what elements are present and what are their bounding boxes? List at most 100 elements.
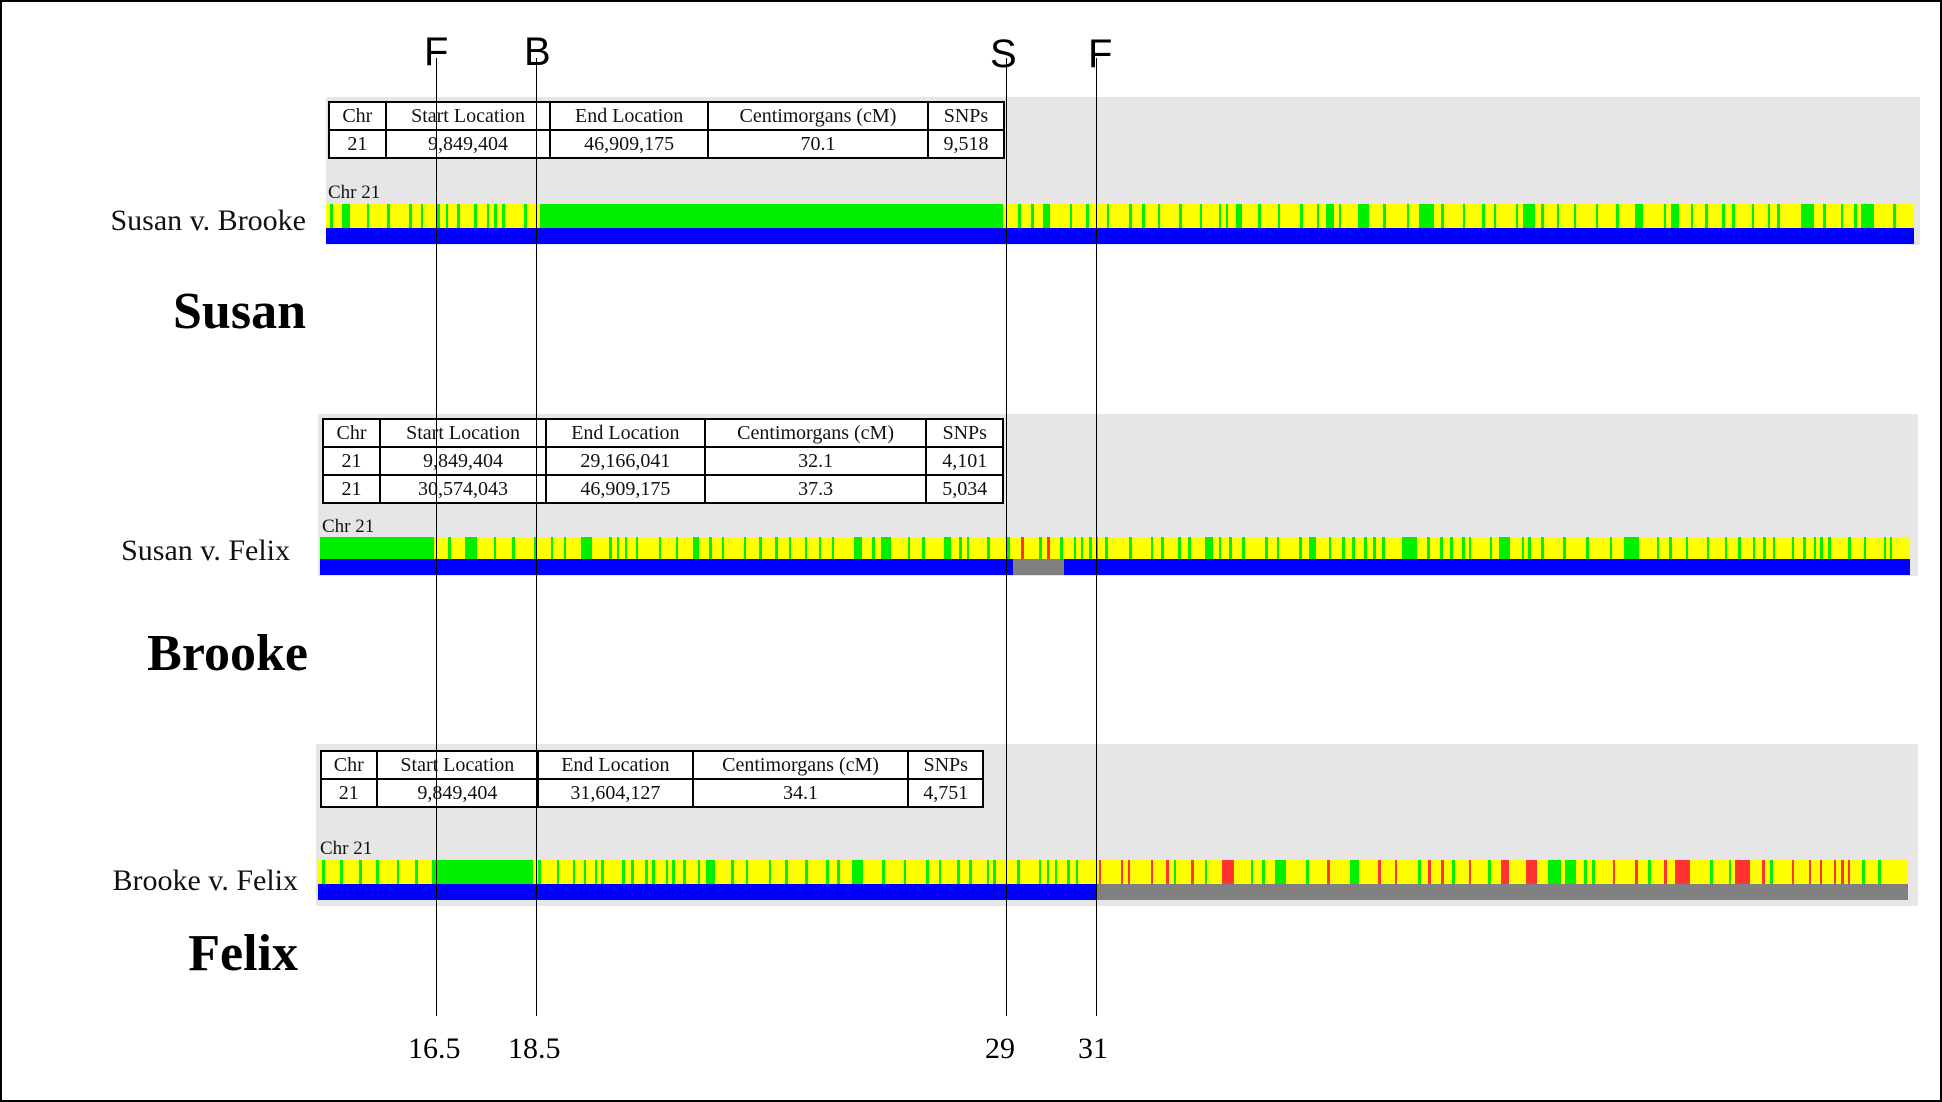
snp-stripe [1339, 204, 1341, 228]
snp-stripe [1803, 537, 1806, 561]
snp-stripe [1469, 860, 1471, 884]
snp-stripe [1463, 204, 1465, 228]
snp-stripe [789, 537, 791, 561]
snp-stripe [1419, 204, 1434, 228]
snp-stripe [1565, 860, 1576, 884]
person-name: Brooke [147, 625, 308, 682]
snp-stripe [1129, 537, 1132, 561]
snp-stripe [1017, 860, 1020, 884]
snp-stripe [367, 204, 369, 228]
snp-stripe [1043, 204, 1050, 228]
snp-stripe [854, 537, 862, 561]
snp-stripe [1142, 204, 1145, 228]
cell-start: 30,574,043 [379, 474, 548, 504]
snp-stripe [1482, 204, 1485, 228]
snp-stripe [1151, 860, 1153, 884]
col-chr: Chr [321, 418, 382, 448]
marker-letter: F [1088, 32, 1113, 76]
snp-stripe [1229, 537, 1232, 561]
snp-stripe [1277, 537, 1279, 561]
snp-stripe [1151, 537, 1153, 561]
table-header-row: Chr Start Location End Location Centimor… [321, 418, 1004, 448]
snp-stripe [987, 537, 990, 561]
cell-snps: 9,518 [926, 129, 1006, 159]
snp-stripe [1710, 860, 1713, 884]
snp-stripe [1735, 860, 1750, 884]
col-start: Start Location [375, 750, 540, 780]
snp-stripe [1777, 204, 1780, 228]
snp-stripe [1773, 537, 1775, 561]
snp-stripe [1738, 537, 1741, 561]
position-label: 31 [1078, 1032, 1108, 1065]
snp-stripe [1427, 537, 1430, 561]
snp-stripe [676, 537, 678, 561]
snp-stripe [1864, 537, 1866, 561]
snp-stripe [636, 537, 638, 561]
snp-stripe [1219, 204, 1221, 228]
cell-snps: 4,101 [925, 446, 1004, 476]
snp-stripe [1768, 204, 1770, 228]
snp-stripe [1848, 537, 1851, 561]
snp-stripe [1191, 860, 1194, 884]
table-header-row: Chr Start Location End Location Centimor… [328, 101, 1006, 131]
snp-stripe [1494, 204, 1496, 228]
snp-stripe [494, 537, 496, 561]
snp-stripe [1732, 204, 1735, 228]
snp-stripe [487, 204, 489, 228]
snp-stripe [1616, 204, 1619, 228]
snp-stripe [1441, 860, 1444, 884]
snp-stripe [617, 537, 619, 561]
snp-stripe [564, 537, 566, 561]
marker-line-16-5 [436, 58, 437, 1016]
col-start: Start Location [379, 418, 548, 448]
snp-stripe [1752, 204, 1754, 228]
cell-cm: 34.1 [691, 778, 910, 808]
snp-stripe [1306, 860, 1309, 884]
snp-stripe [1086, 204, 1089, 228]
position-label: 18.5 [508, 1032, 561, 1065]
snp-stripe [1174, 860, 1176, 884]
snp-stripe [595, 860, 597, 884]
snp-stripe [1275, 860, 1286, 884]
snp-stripe [573, 860, 575, 884]
snp-stripe [1350, 860, 1359, 884]
snp-stripe [1128, 860, 1130, 884]
snp-stripe [1179, 204, 1182, 228]
snp-stripe [1309, 537, 1316, 561]
snp-stripe [551, 537, 553, 561]
snp-stripe [1105, 537, 1108, 561]
snp-stripe [584, 860, 586, 884]
snp-stripe [1722, 204, 1725, 228]
snp-stripe [1526, 860, 1537, 884]
snp-stripe [969, 860, 972, 884]
snp-stripe [1428, 860, 1431, 884]
snp-stripe [557, 860, 559, 884]
snp-stripe [342, 204, 350, 228]
snp-stripe [1522, 537, 1524, 561]
snp-stripe [1686, 537, 1688, 561]
match-block [540, 204, 1001, 228]
snp-stripe [330, 204, 333, 228]
snp-stripe [1548, 860, 1561, 884]
match-table-brooke-felix: Chr Start Location End Location Centimor… [320, 750, 984, 808]
col-start: Start Location [384, 101, 552, 131]
match-block [432, 860, 533, 884]
snp-stripe [387, 204, 390, 228]
snp-stripe [1809, 860, 1811, 884]
snp-stripe [1820, 537, 1823, 561]
snp-stripe [474, 204, 477, 228]
snp-stripe [672, 860, 675, 884]
table-row: 21 9,849,404 31,604,127 34.1 4,751 [320, 778, 984, 808]
no-match-block [1095, 884, 1908, 900]
snp-stripe [1067, 860, 1070, 884]
snp-stripe [759, 537, 762, 561]
cell-snps: 4,751 [907, 778, 984, 808]
snp-stripe [731, 860, 734, 884]
snp-stripe [926, 860, 929, 884]
snp-stripe [631, 860, 634, 884]
snp-stripe [837, 860, 840, 884]
snp-stripe [1890, 537, 1892, 561]
marker-line-29 [1006, 58, 1007, 1016]
snp-stripe [446, 204, 448, 228]
snp-stripe [1861, 204, 1874, 228]
